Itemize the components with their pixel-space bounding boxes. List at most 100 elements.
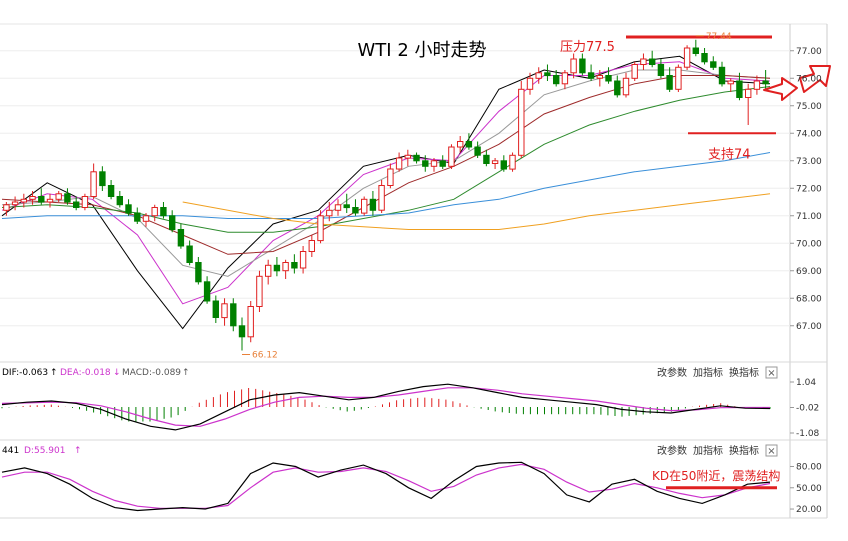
candle-body bbox=[361, 198, 368, 214]
candle-body bbox=[387, 168, 394, 186]
candle-body bbox=[38, 196, 45, 203]
candle-body bbox=[762, 80, 769, 85]
candle-body bbox=[177, 229, 185, 247]
candle-body bbox=[701, 53, 708, 63]
candle-body bbox=[46, 198, 54, 203]
candle-body bbox=[526, 77, 534, 90]
candle-body bbox=[570, 58, 577, 74]
kd-close-icon[interactable] bbox=[765, 444, 778, 457]
candle-body bbox=[20, 198, 28, 203]
breakout-arrow-icon bbox=[799, 65, 831, 93]
price-annotations: 压力77.5 支持74 77.44 66.12 bbox=[242, 32, 831, 361]
candle-body bbox=[553, 75, 560, 85]
kd-tick-label: 20.00 bbox=[796, 505, 822, 515]
candle-body bbox=[561, 72, 569, 85]
candle-body bbox=[422, 160, 429, 167]
candle-body bbox=[692, 47, 699, 54]
support-label: 支持74 bbox=[708, 147, 751, 162]
macd-button-1[interactable]: 加指标 bbox=[693, 366, 723, 379]
kd-d-label: D:55.901 bbox=[24, 446, 65, 456]
candle-body bbox=[308, 240, 316, 252]
candle-body bbox=[326, 209, 333, 217]
candle-body bbox=[518, 88, 525, 156]
moving-average-line bbox=[1, 75, 771, 255]
candle-body bbox=[413, 154, 420, 162]
macd-tick-label: 1.04 bbox=[796, 378, 816, 388]
candle-body bbox=[579, 58, 586, 74]
candle-body bbox=[247, 306, 254, 338]
moving-average-line bbox=[1, 152, 771, 219]
candle-body bbox=[273, 264, 281, 272]
candle-body bbox=[491, 160, 499, 165]
candle-body bbox=[3, 204, 10, 211]
price-tick-label: 68.00 bbox=[796, 294, 822, 304]
macd-close-label[interactable]: × bbox=[767, 368, 775, 379]
candle-body bbox=[430, 160, 438, 167]
candle-body bbox=[116, 196, 123, 206]
candle-body bbox=[457, 141, 464, 148]
candle-body bbox=[291, 262, 298, 269]
chart-title: WTI 2 小时走势 bbox=[358, 40, 487, 61]
candle-body bbox=[666, 75, 673, 90]
price-tick-label: 75.00 bbox=[796, 102, 822, 112]
macd-button-2[interactable]: 换指标 bbox=[729, 366, 759, 379]
kd-button-2[interactable]: 换指标 bbox=[729, 444, 759, 457]
kd-d-line bbox=[1, 463, 771, 509]
kd-tick-label: 50.00 bbox=[796, 484, 822, 494]
candle-body bbox=[99, 171, 106, 187]
candle-body bbox=[649, 58, 656, 65]
candle-body bbox=[500, 160, 508, 170]
kd-k-line bbox=[1, 461, 771, 512]
candle-body bbox=[265, 264, 272, 277]
candle-body bbox=[160, 207, 167, 217]
candle-body bbox=[631, 64, 638, 79]
macd-button-0[interactable]: 改参数 bbox=[657, 366, 687, 379]
candle-body bbox=[710, 61, 717, 68]
moving-average-line bbox=[182, 193, 771, 230]
candle-body bbox=[203, 281, 211, 302]
trend-arrow-icon bbox=[763, 77, 798, 101]
macd-close-icon[interactable] bbox=[765, 366, 778, 379]
candle-body bbox=[544, 72, 551, 77]
candle-body bbox=[169, 215, 176, 231]
candle-body bbox=[195, 262, 202, 283]
candle-body bbox=[29, 196, 36, 200]
candle-body bbox=[151, 207, 158, 217]
candle-body bbox=[605, 75, 612, 82]
kd-k-label: 441 bbox=[2, 446, 19, 456]
kd-button-1[interactable]: 加指标 bbox=[693, 444, 723, 457]
candle-body bbox=[509, 154, 516, 170]
candle-body bbox=[64, 193, 71, 203]
candle-body bbox=[369, 198, 377, 211]
macd-dif-line bbox=[1, 383, 771, 431]
candle-body bbox=[282, 262, 289, 272]
candle-body bbox=[745, 88, 752, 99]
resistance-label: 压力77.5 bbox=[560, 40, 615, 55]
kd-close-label[interactable]: × bbox=[767, 446, 775, 457]
candle-body bbox=[587, 72, 595, 79]
candle-body bbox=[448, 146, 455, 167]
candle-body bbox=[352, 207, 359, 214]
price-tick-label: 69.00 bbox=[796, 267, 822, 277]
candle-body bbox=[125, 204, 132, 214]
price-tick-label: 74.00 bbox=[796, 129, 822, 139]
candle-body bbox=[395, 157, 403, 170]
candle-body bbox=[343, 204, 350, 209]
candlesticks bbox=[3, 39, 769, 351]
low-price-label: 66.12 bbox=[252, 351, 278, 361]
macd-dea-arrow: ↓ bbox=[113, 368, 121, 378]
candle-body bbox=[81, 196, 89, 208]
candle-body bbox=[55, 193, 62, 200]
candle-body bbox=[596, 75, 603, 79]
macd-tick-label: -1.08 bbox=[796, 429, 820, 439]
kd-button-0[interactable]: 改参数 bbox=[657, 444, 687, 457]
macd-panel: DIF:-0.063 ↑ DEA:-0.018 ↓ MACD:-0.089 ↑ 改参数 加指标… bbox=[1, 366, 820, 439]
candle-body bbox=[142, 215, 150, 222]
moving-average-line bbox=[1, 69, 771, 277]
candle-body bbox=[378, 185, 385, 211]
candle-body bbox=[614, 80, 621, 96]
candle-body bbox=[465, 141, 473, 148]
kd-d-arrow: ↑ bbox=[74, 446, 82, 456]
candle-body bbox=[657, 64, 665, 76]
